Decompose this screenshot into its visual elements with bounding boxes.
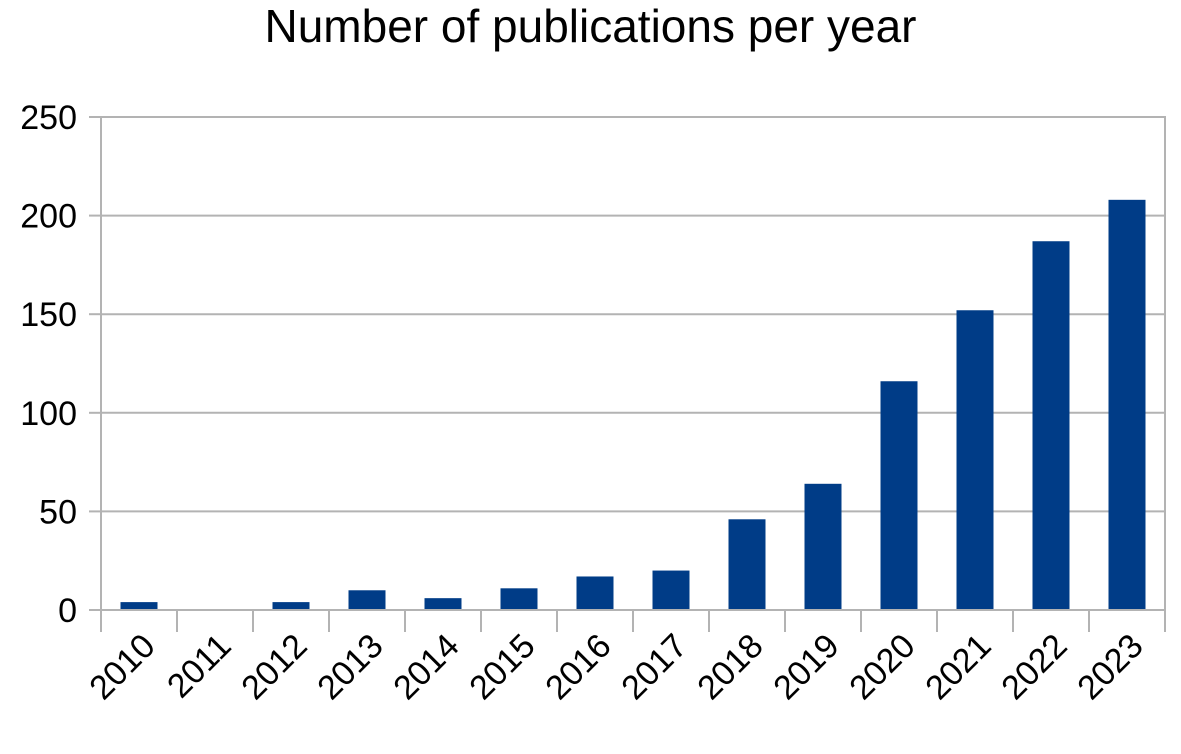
bar-2019 bbox=[804, 483, 842, 610]
x-tick-label: 2022 bbox=[994, 627, 1074, 707]
x-tick-label: 2021 bbox=[918, 627, 998, 707]
x-tick-label: 2010 bbox=[82, 627, 162, 707]
gridlines bbox=[101, 116, 1165, 513]
x-tick-label: 2014 bbox=[386, 627, 466, 707]
axes bbox=[89, 116, 1166, 632]
bar-2023 bbox=[1108, 199, 1146, 610]
bar-2010 bbox=[120, 602, 158, 610]
bar-2013 bbox=[348, 590, 386, 610]
y-tick-label: 250 bbox=[20, 99, 77, 137]
y-tick-label: 0 bbox=[58, 592, 77, 630]
x-tick-label: 2011 bbox=[160, 627, 239, 706]
bars bbox=[120, 199, 1146, 610]
y-tick-label: 150 bbox=[20, 296, 77, 334]
bar-2018 bbox=[728, 519, 766, 610]
x-tick-label: 2019 bbox=[766, 627, 846, 707]
bar-2016 bbox=[576, 576, 614, 610]
x-tick-label: 2020 bbox=[842, 627, 922, 707]
x-tick-label: 2012 bbox=[234, 627, 314, 707]
x-tick-label: 2013 bbox=[310, 627, 390, 707]
y-tick-label: 200 bbox=[20, 198, 77, 236]
bar-2014 bbox=[424, 598, 462, 610]
bar-2017 bbox=[652, 570, 690, 610]
bar-2012 bbox=[272, 602, 310, 610]
x-tick-label: 2016 bbox=[538, 627, 618, 707]
bar-2020 bbox=[880, 381, 918, 610]
x-tick-label: 2023 bbox=[1070, 627, 1150, 707]
x-tick-label: 2017 bbox=[614, 627, 694, 707]
x-tick-label: 2018 bbox=[690, 627, 770, 707]
bar-2021 bbox=[956, 310, 994, 610]
plot-frame bbox=[100, 116, 1166, 611]
y-tick-label: 100 bbox=[20, 395, 77, 433]
chart-title: Number of publications per year bbox=[264, 0, 917, 52]
y-tick-label: 50 bbox=[39, 493, 77, 531]
bar-2015 bbox=[500, 588, 538, 610]
x-tick-label: 2015 bbox=[462, 627, 542, 707]
bar-2022 bbox=[1032, 241, 1070, 610]
